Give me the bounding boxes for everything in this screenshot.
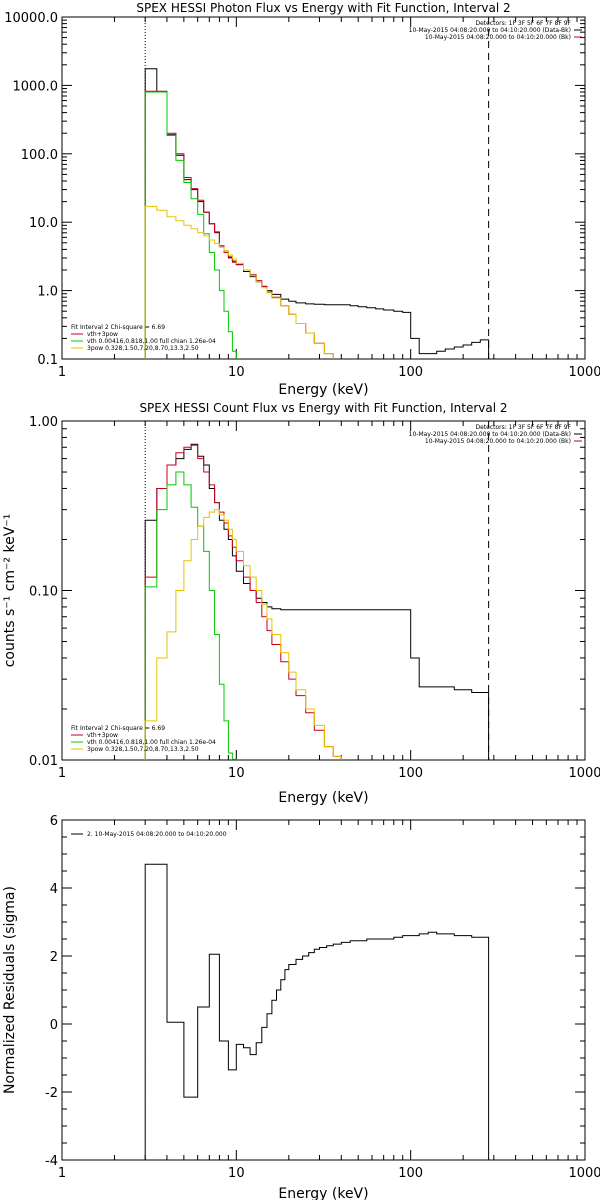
series-group: [144, 863, 490, 1160]
x-tick-label: 1000: [568, 766, 600, 781]
x-tick-label: 1000: [568, 365, 600, 380]
x-tick-label: 100: [398, 1166, 423, 1181]
series-line: [144, 863, 490, 1160]
x-axis-label: Energy (keV): [278, 790, 368, 806]
legend-entry: 10-May-2015 04:08:20.000 to 04:10:20.000…: [409, 27, 571, 34]
y-tick-label: 0: [50, 1018, 58, 1033]
y-tick-label: -2: [45, 1086, 58, 1101]
y-tick-label: -4: [45, 1154, 58, 1169]
fit-legend-entry: Fit Interval 2 Chi-square = 6.69: [71, 324, 165, 331]
x-axis-label: Energy (keV): [278, 1186, 368, 1200]
x-tick-label: 1: [58, 365, 66, 380]
fit-legend-entry: Fit Interval 2 Chi-square = 6.69: [71, 725, 165, 732]
y-tick-label: 10000.0: [4, 11, 58, 26]
x-tick-label: 1000: [568, 1166, 600, 1181]
x-axis-label: Energy (keV): [278, 382, 368, 398]
legend-entry: Detectors: 1F 3F 5F 6F 7F 8F 9F: [475, 424, 571, 431]
y-tick-label: 1.00: [29, 415, 58, 430]
y-tick-label: 6: [50, 814, 58, 829]
fit-legend-entry: vth 0.00416,0.818,1.00 full chian 1.26e-…: [87, 338, 216, 345]
chart-title: SPEX HESSI Count Flux vs Energy with Fit…: [139, 401, 507, 415]
y-tick-label: 1.0: [37, 285, 58, 300]
series-line: [144, 68, 490, 359]
x-tick-label: 1: [58, 1166, 66, 1181]
series-line: [144, 509, 342, 760]
fit-legend-entry: 3pow 0.328,1.50,7.20,8.70,13.3,2.50: [87, 345, 199, 352]
fit-legend-entry: 3pow 0.328,1.50,7.20,8.70,13.3,2.50: [87, 746, 199, 753]
y-tick-label: 0.1: [37, 353, 58, 368]
plot-frame: [61, 420, 586, 761]
legend-entry: 10-May-2015 04:08:20.000 to 04:10:20.000…: [425, 438, 571, 445]
y-tick-label: 0.01: [29, 754, 58, 769]
legend-entry: 10-May-2015 04:08:20.000 to 04:10:20.000…: [425, 34, 571, 41]
fit-legend-entry: 2. 10-May-2015 04:08:20.000 to 04:10:20.…: [87, 831, 227, 838]
panel-2: SPEX HESSI Count Flux vs Energy with Fit…: [2, 401, 600, 806]
x-tick-label: 10: [228, 766, 245, 781]
x-tick-label: 100: [398, 365, 423, 380]
x-tick-label: 100: [398, 766, 423, 781]
series-line: [144, 205, 334, 359]
x-tick-label: 10: [228, 365, 245, 380]
series-group: [144, 68, 490, 359]
series-group: [144, 443, 490, 760]
panel-1: SPEX HESSI Photon Flux vs Energy with Fi…: [4, 1, 600, 398]
chart-title: SPEX HESSI Photon Flux vs Energy with Fi…: [136, 1, 510, 15]
fit-legend-entry: vth 0.00416,0.818,1.00 full chian 1.26e-…: [87, 739, 216, 746]
fit-legend-entry: vth+3pow: [87, 732, 118, 739]
legend-entry: 10-May-2015 04:08:20.000 to 04:10:20.000…: [409, 431, 571, 438]
panel-3: 1 10 100 1000 -4 -2 0 2 4 6 Energy (keV) Normalized…: [2, 814, 600, 1200]
x-tick-label: 10: [228, 1166, 245, 1181]
y-tick-label: 10.0: [29, 216, 58, 231]
y-tick-label: 1000.0: [13, 79, 59, 94]
y-axis-label: Normalized Residuals (sigma): [2, 886, 18, 1094]
legend-entry: Detectors: 1F 3F 5F 6F 7F 8F 9F: [475, 20, 571, 27]
y-tick-label: 4: [50, 882, 58, 897]
y-tick-label: 2: [50, 950, 58, 965]
series-line: [144, 90, 334, 359]
series-line: [144, 443, 490, 760]
x-tick-label: 1: [58, 766, 66, 781]
plot-frame: [61, 819, 586, 1161]
fit-legend-entry: vth+3pow: [87, 331, 118, 338]
y-axis-label: counts s⁻¹ cm⁻² keV⁻¹: [2, 514, 18, 668]
y-tick-label: 100.0: [21, 148, 58, 163]
y-tick-label: 0.10: [29, 585, 58, 600]
series-line: [144, 471, 237, 760]
plot-frame: [61, 16, 586, 360]
series-line: [144, 444, 342, 760]
